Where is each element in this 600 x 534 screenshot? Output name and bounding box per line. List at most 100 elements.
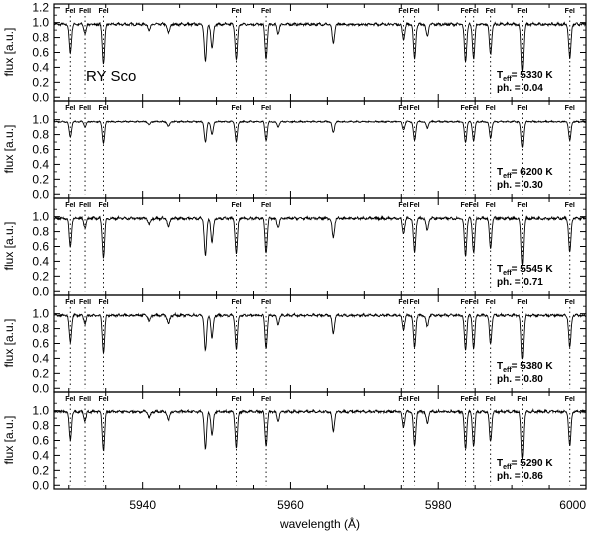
line-marker-label: FeI xyxy=(261,8,271,15)
line-marker-label: FeI xyxy=(460,8,470,15)
line-marker-label: FeI xyxy=(517,299,527,306)
line-marker-label: FeI xyxy=(469,8,479,15)
line-marker-label: FeI xyxy=(98,105,108,112)
line-marker-label: FeI xyxy=(98,8,108,15)
line-marker-label: FeI xyxy=(410,396,420,403)
line-marker-label: FeI xyxy=(98,299,108,306)
y-tick-label: 0.8 xyxy=(32,31,49,45)
y-tick-label: 0.2 xyxy=(32,463,49,477)
y-tick-label: 0.8 xyxy=(32,225,49,239)
y-tick-label: 0.0 xyxy=(32,187,49,201)
line-marker-label: FeI xyxy=(460,396,470,403)
line-marker-label: FeI xyxy=(565,8,575,15)
phase-annotation: ph. = 0.80 xyxy=(497,374,543,385)
line-marker-label: FeI xyxy=(261,299,271,306)
line-marker-label: FeI xyxy=(98,202,108,209)
line-marker-label: FeI xyxy=(231,396,241,403)
line-marker-label: FeI xyxy=(410,202,420,209)
line-marker-label: FeI xyxy=(410,105,420,112)
y-tick-label: 0.4 xyxy=(32,60,49,74)
line-marker-label: FeI xyxy=(517,396,527,403)
teff-annotation: Teff= 5545 K xyxy=(497,264,553,277)
line-marker-label: FeI xyxy=(65,396,75,403)
line-marker-label: FeI xyxy=(469,396,479,403)
spectrum-panel: 0.00.20.40.60.81.01.2 FeI FeII FeI FeI FeI FeI… xyxy=(32,1,587,104)
y-tick-label: 0.6 xyxy=(32,46,49,60)
x-tick-label: 5940 xyxy=(129,498,156,512)
line-marker-label: FeI xyxy=(231,202,241,209)
y-tick-label: 0.6 xyxy=(32,434,49,448)
spectrum-line xyxy=(53,408,587,459)
phase-annotation: ph. = 0.30 xyxy=(497,180,543,191)
line-marker-label: FeI xyxy=(517,105,527,112)
y-tick-label: 0.0 xyxy=(32,284,49,298)
y-axis-title: flux [a.u.] xyxy=(2,222,16,271)
line-marker-label: FeI xyxy=(65,299,75,306)
line-marker-label: FeII xyxy=(79,105,91,112)
line-marker-label: FeI xyxy=(398,8,408,15)
line-marker-label: FeI xyxy=(565,202,575,209)
line-marker-label: FeII xyxy=(79,396,91,403)
line-marker-label: FeI xyxy=(261,105,271,112)
y-tick-label: 1.0 xyxy=(32,16,49,30)
y-tick-label: 0.8 xyxy=(32,419,49,433)
y-tick-label: 1.0 xyxy=(32,307,49,321)
y-tick-label: 0.6 xyxy=(32,240,49,254)
line-marker-label: FeI xyxy=(565,105,575,112)
spectrum-line xyxy=(53,311,587,360)
line-marker-label: FeI xyxy=(231,105,241,112)
line-marker-label: FeII xyxy=(79,202,91,209)
line-marker-label: FeI xyxy=(398,202,408,209)
line-marker-label: FeI xyxy=(410,299,420,306)
line-marker-label: FeI xyxy=(65,105,75,112)
y-tick-label: 0.6 xyxy=(32,337,49,351)
line-marker-label: FeI xyxy=(65,8,75,15)
line-marker-label: FeI xyxy=(565,299,575,306)
line-marker-label: FeI xyxy=(486,202,496,209)
x-axis-title: wavelength (Å) xyxy=(279,516,360,531)
y-axis-title: flux [a.u.] xyxy=(2,28,16,77)
phase-annotation: ph. = 0.86 xyxy=(497,471,543,482)
line-marker-label: FeI xyxy=(565,396,575,403)
line-marker-label: FeI xyxy=(261,396,271,403)
spectrum-line xyxy=(53,215,587,265)
y-tick-label: 0.4 xyxy=(32,448,49,462)
teff-annotation: Teff= 5380 K xyxy=(497,361,553,374)
line-marker-label: FeI xyxy=(261,202,271,209)
line-marker-label: FeI xyxy=(460,202,470,209)
y-tick-label: 0.0 xyxy=(32,381,49,395)
line-marker-label: FeII xyxy=(79,299,91,306)
line-marker-label: FeI xyxy=(486,396,496,403)
y-axis-title: flux [a.u.] xyxy=(2,319,16,368)
y-axis-title: flux [a.u.] xyxy=(2,416,16,465)
line-marker-label: FeI xyxy=(469,202,479,209)
spectrum-line xyxy=(53,21,587,72)
y-tick-label: 1.2 xyxy=(32,1,49,15)
y-tick-label: 1.0 xyxy=(32,210,49,224)
teff-annotation: Teff= 5330 K xyxy=(497,70,553,83)
teff-annotation: Teff= 5290 K xyxy=(497,458,553,471)
panels: 0.00.20.40.60.81.01.2 FeI FeII FeI FeI FeI FeI… xyxy=(32,1,587,492)
y-tick-label: 0.8 xyxy=(32,128,49,142)
phase-annotation: ph. = 0.71 xyxy=(497,277,543,288)
x-axis: 5940 5960 5980 6000 wavelength (Å) xyxy=(129,498,586,531)
line-marker-label: FeI xyxy=(517,202,527,209)
line-marker-label: FeI xyxy=(398,105,408,112)
x-tick-label: 5980 xyxy=(425,498,452,512)
line-marker-label: FeI xyxy=(98,396,108,403)
y-tick-label: 1.0 xyxy=(32,404,49,418)
line-marker-label: FeI xyxy=(231,299,241,306)
y-tick-label: 0.2 xyxy=(32,172,49,186)
line-marker-label: FeI xyxy=(486,299,496,306)
y-tick-label: 1.0 xyxy=(32,113,49,127)
y-tick-label: 0.4 xyxy=(32,351,49,365)
line-marker-label: FeI xyxy=(460,105,470,112)
spectrum-line xyxy=(53,119,587,148)
phase-annotation: ph. = 0.04 xyxy=(497,83,543,94)
y-tick-label: 0.2 xyxy=(32,75,49,89)
line-marker-label: FeI xyxy=(65,202,75,209)
y-tick-label: 0.4 xyxy=(32,254,49,268)
line-marker-label: FeI xyxy=(486,105,496,112)
